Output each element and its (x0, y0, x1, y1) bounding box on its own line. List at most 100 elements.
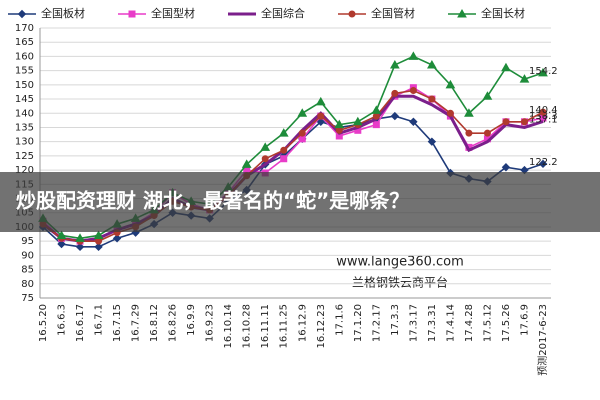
x-tick-label: 预测2017-6-23 (536, 304, 549, 376)
marker (348, 10, 356, 18)
marker (260, 142, 271, 151)
marker (57, 239, 66, 249)
x-tick-label: 17.4.28 (464, 304, 475, 342)
marker (315, 96, 326, 106)
x-tick-label: 16.12.23 (316, 304, 327, 349)
marker (465, 129, 473, 137)
marker (280, 146, 288, 154)
legend-label: 全国综合 (261, 6, 305, 20)
end-value-label: 122.2 (529, 157, 558, 168)
end-value-label: 154.2 (529, 66, 558, 77)
marker (112, 234, 122, 243)
x-tick-label: 16.11.11 (260, 304, 271, 349)
y-tick-label: 75 (21, 293, 34, 304)
y-tick-label: 140 (15, 108, 34, 119)
x-tick-label: 16.9.23 (205, 304, 216, 342)
x-tick-label: 16.10.14 (223, 304, 234, 349)
x-tick-label: 16.9.9 (186, 304, 197, 336)
x-tick-label: 17.4.14 (445, 304, 456, 342)
marker (445, 79, 456, 89)
marker (446, 109, 454, 117)
legend-label: 全国型材 (151, 6, 195, 20)
marker (372, 121, 380, 129)
marker (391, 89, 399, 97)
end-value-label: 140.4 (529, 105, 558, 116)
watermark-url: www.lange360.com (336, 255, 464, 270)
y-tick-label: 95 (21, 236, 34, 247)
marker (501, 62, 511, 72)
x-tick-label: 17.1.6 (334, 304, 345, 336)
banner-text: 炒股配资理财 湖北，最著名的“蛇”是哪条？ (16, 189, 409, 213)
x-tick-label: 16.8.26 (168, 304, 179, 342)
x-tick-label: 17.3.31 (427, 304, 438, 342)
legend-label: 全国板材 (41, 6, 85, 20)
y-tick-label: 80 (21, 279, 34, 290)
x-tick-label: 16.6.17 (75, 304, 86, 342)
x-tick-label: 16.5.20 (38, 304, 49, 342)
marker (95, 237, 103, 245)
y-tick-label: 150 (15, 80, 34, 91)
x-tick-label: 16.11.25 (279, 304, 290, 349)
marker (335, 126, 343, 134)
marker (482, 91, 493, 100)
marker (278, 128, 289, 137)
marker (390, 111, 400, 121)
marker (427, 137, 437, 146)
x-tick-label: 17.1.20 (353, 304, 364, 342)
marker (389, 59, 400, 69)
marker (128, 10, 136, 18)
marker (483, 129, 491, 137)
marker (428, 95, 436, 103)
marker (241, 159, 252, 168)
y-tick-label: 90 (21, 250, 34, 261)
marker (75, 242, 85, 252)
x-tick-label: 17.6.9 (519, 304, 530, 336)
x-tick-label: 16.7.15 (112, 304, 123, 342)
x-tick-label: 16.12.9 (297, 304, 308, 342)
y-tick-label: 85 (21, 265, 34, 276)
y-tick-label: 145 (15, 94, 34, 105)
marker (520, 118, 528, 126)
marker (372, 112, 380, 120)
y-tick-label: 170 (15, 23, 34, 34)
x-tick-label: 16.10.28 (242, 304, 253, 349)
y-tick-label: 130 (15, 137, 34, 148)
marker (519, 74, 530, 83)
marker (298, 129, 306, 137)
marker (501, 163, 511, 172)
x-tick-label: 16.7.29 (131, 304, 142, 342)
marker (316, 117, 325, 126)
marker (427, 59, 437, 69)
marker (280, 155, 288, 163)
marker (317, 112, 325, 120)
end-value-label: 138.3 (529, 111, 558, 122)
y-tick-label: 135 (15, 122, 34, 133)
y-tick-label: 125 (15, 151, 34, 162)
x-tick-label: 17.5.26 (501, 304, 512, 342)
marker (56, 230, 67, 239)
x-tick-label: 17.2.17 (371, 304, 382, 342)
marker (94, 242, 103, 252)
marker (539, 108, 547, 116)
x-tick-label: 16.8.12 (149, 304, 160, 342)
x-tick-label: 17.3.3 (390, 304, 401, 336)
marker (93, 230, 104, 239)
marker (464, 108, 474, 117)
marker (502, 118, 510, 126)
marker (538, 67, 548, 77)
marker (334, 119, 345, 129)
marker (297, 108, 308, 117)
marker (298, 135, 306, 143)
x-tick-label: 17.5.12 (482, 304, 493, 342)
marker (409, 117, 418, 126)
marker (457, 8, 467, 18)
marker (538, 159, 548, 169)
x-tick-label: 16.6.3 (57, 304, 68, 336)
banner-background (0, 172, 600, 232)
marker (352, 116, 363, 126)
x-tick-label: 16.7.1 (94, 304, 105, 336)
marker (261, 155, 269, 163)
marker (409, 87, 417, 95)
y-tick-label: 120 (15, 165, 34, 176)
